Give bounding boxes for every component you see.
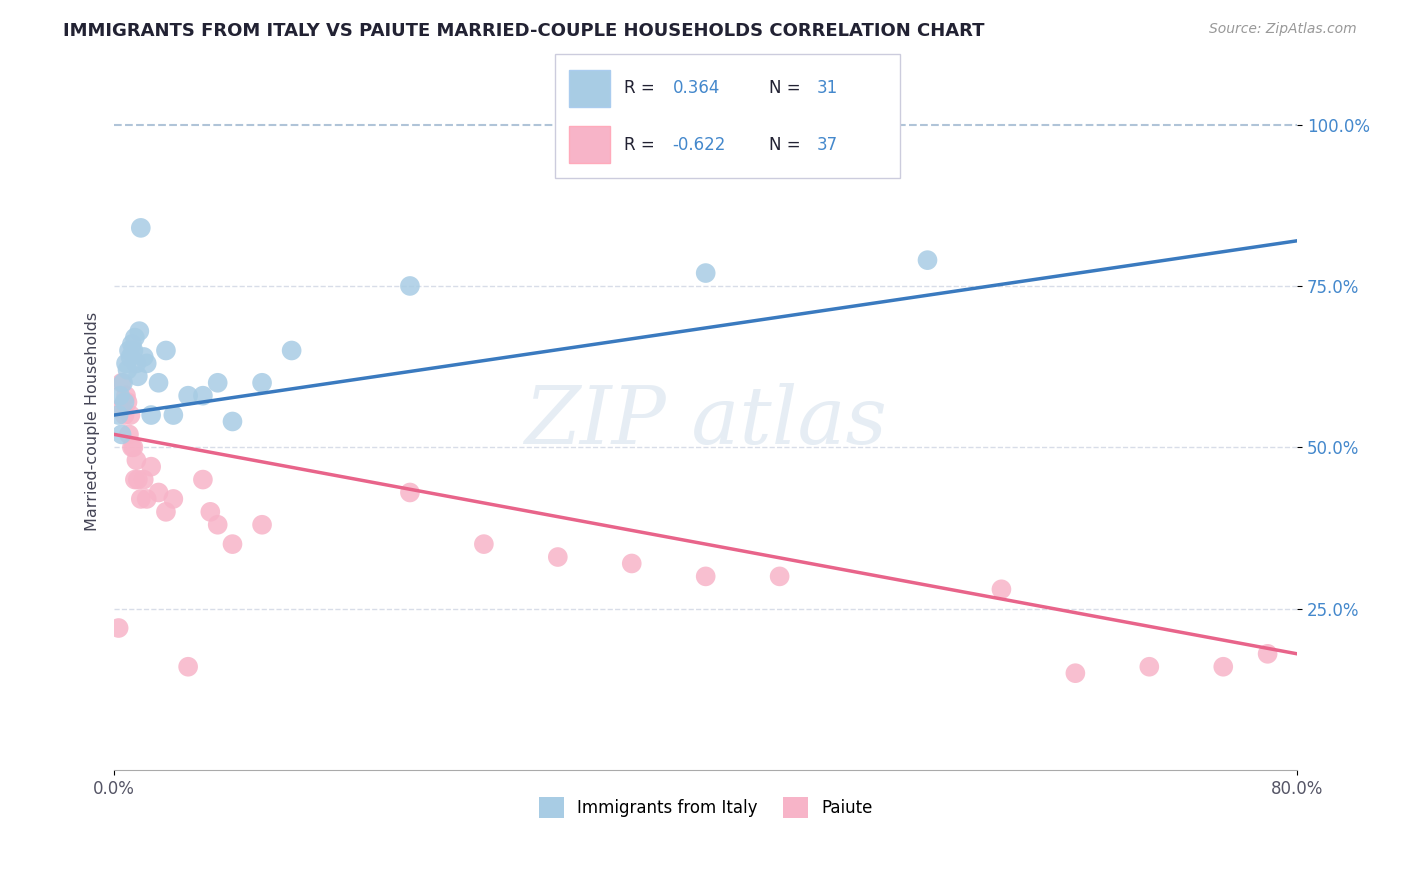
Point (132, 473, 155, 487)
Point (122, 440, 145, 454)
Point (112, 376, 135, 390)
Point (125, 453, 148, 467)
Text: N =: N = (769, 79, 806, 97)
Point (250, 517, 273, 532)
Text: ZIP atlas: ZIP atlas (524, 383, 887, 460)
Point (162, 408, 184, 422)
Point (200, 505, 222, 519)
Point (620, 557, 643, 571)
Point (107, 408, 129, 422)
Point (128, 324, 150, 338)
Point (1257, 647, 1279, 661)
Point (117, 395, 139, 409)
Legend: Immigrants from Italy, Paiute: Immigrants from Italy, Paiute (533, 790, 879, 824)
Point (191, 473, 214, 487)
Text: IMMIGRANTS FROM ITALY VS PAIUTE MARRIED-COUPLE HOUSEHOLDS CORRELATION CHART: IMMIGRANTS FROM ITALY VS PAIUTE MARRIED-… (63, 22, 984, 40)
Point (162, 491, 184, 506)
Point (121, 337, 143, 351)
Point (917, 253, 939, 268)
Point (129, 220, 152, 235)
FancyBboxPatch shape (569, 70, 610, 107)
Point (990, 582, 1012, 597)
Point (399, 485, 422, 500)
FancyBboxPatch shape (555, 54, 900, 178)
Point (221, 415, 243, 429)
Point (129, 491, 152, 506)
Point (127, 473, 149, 487)
Point (108, 401, 131, 416)
Point (115, 389, 138, 403)
Point (141, 459, 163, 474)
Point (768, 569, 790, 583)
Point (124, 473, 146, 487)
Point (120, 408, 142, 422)
Point (191, 389, 214, 403)
Point (207, 517, 229, 532)
Point (155, 505, 177, 519)
Text: N =: N = (769, 136, 806, 153)
Point (135, 491, 157, 506)
Point (117, 363, 139, 377)
Point (155, 343, 177, 358)
Point (399, 279, 422, 293)
Point (547, 549, 569, 564)
Text: Source: ZipAtlas.com: Source: ZipAtlas.com (1209, 22, 1357, 37)
Text: 31: 31 (817, 79, 838, 97)
Point (125, 356, 148, 370)
Point (120, 350, 142, 364)
Point (250, 376, 273, 390)
Text: 0.364: 0.364 (672, 79, 720, 97)
Point (472, 537, 495, 551)
Point (110, 376, 132, 390)
Point (695, 569, 717, 583)
Point (121, 440, 143, 454)
Point (1064, 666, 1087, 681)
Point (280, 343, 302, 358)
Point (122, 343, 145, 358)
Point (115, 356, 138, 370)
Point (118, 343, 141, 358)
Text: 37: 37 (817, 136, 838, 153)
Point (177, 389, 200, 403)
Point (132, 350, 155, 364)
Point (127, 369, 149, 384)
Point (118, 427, 141, 442)
Y-axis label: Married-couple Households: Married-couple Households (86, 312, 100, 531)
Point (207, 376, 229, 390)
Text: -0.622: -0.622 (672, 136, 725, 153)
Point (108, 389, 131, 403)
Point (1212, 659, 1234, 673)
Point (148, 485, 170, 500)
Point (177, 659, 200, 673)
Text: R =: R = (624, 136, 661, 153)
Point (124, 330, 146, 344)
Point (1137, 659, 1160, 673)
Point (107, 621, 129, 635)
Point (148, 376, 170, 390)
Point (114, 408, 136, 422)
Text: R =: R = (624, 79, 661, 97)
Point (695, 266, 717, 280)
Point (141, 408, 163, 422)
Point (110, 427, 132, 442)
FancyBboxPatch shape (569, 126, 610, 163)
Point (221, 537, 243, 551)
Point (114, 395, 136, 409)
Point (135, 356, 157, 370)
